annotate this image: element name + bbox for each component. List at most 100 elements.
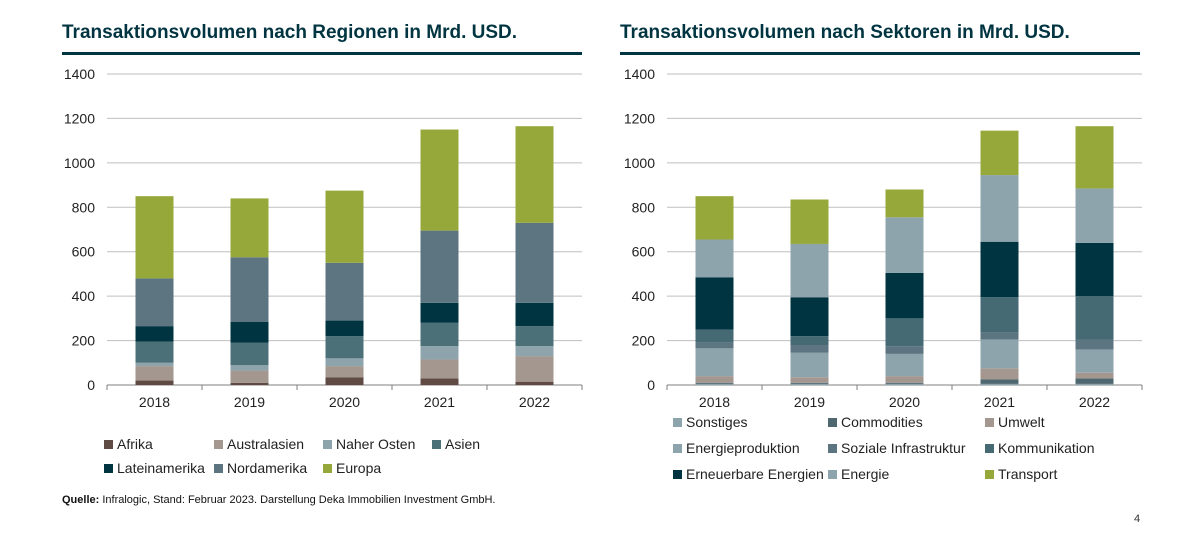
sektoren-bar-2021-transport <box>980 130 1019 176</box>
sektoren-legend-label-sonstiges: Sonstiges <box>686 414 748 430</box>
sektoren-legend-swatch-energieproduktion <box>673 443 682 453</box>
sektoren-ytick-400: 400 <box>632 288 656 304</box>
regionen-xtick-2021: 2021 <box>424 394 455 410</box>
regionen-legend-item-asien: Asien <box>432 436 480 452</box>
title-underline-right <box>620 52 1140 55</box>
sektoren-bar-2018-soziale-infrastruktur <box>695 342 734 349</box>
sektoren-bar-2022-commodities <box>1075 378 1114 384</box>
sektoren-bar-2019-sonstiges <box>790 383 829 385</box>
sektoren-legend-swatch-kommunikation <box>985 443 994 453</box>
sektoren-legend-swatch-transport <box>985 469 994 479</box>
regionen-legend-item-naher-osten: Naher Osten <box>323 436 415 452</box>
regionen-bar-2021-asien <box>420 322 459 347</box>
regionen-legend-item-australasien: Australasien <box>214 436 304 452</box>
sektoren-bar-2021-erneuerbare-energien <box>980 241 1019 298</box>
sektoren-ytick-800: 800 <box>632 199 656 215</box>
sektoren-bar-2022-erneuerbare-energien <box>1075 242 1114 297</box>
sektoren-bar-2020-kommunikation <box>885 318 924 347</box>
sektoren-legend-label-kommunikation: Kommunikation <box>998 440 1095 456</box>
sektoren-ytick-1000: 1000 <box>624 155 655 171</box>
sektoren-xtick-2020: 2020 <box>889 394 920 410</box>
sektoren-legend-item-soziale-infrastruktur: Soziale Infrastruktur <box>828 440 966 456</box>
regionen-ytick-1400: 1400 <box>64 66 95 82</box>
sektoren-legend-swatch-commodities <box>828 417 837 427</box>
sektoren-legend-item-umwelt: Umwelt <box>985 414 1045 430</box>
sektoren-bar-2020-sonstiges <box>885 383 924 385</box>
sektoren-bar-2022-energie <box>1075 188 1114 243</box>
regionen-legend-swatch-afrika <box>104 439 113 449</box>
regionen-legend-swatch-naher-osten <box>323 439 332 449</box>
sektoren-legend-label-erneuerbare-energien: Erneuerbare Energien <box>686 466 824 482</box>
regionen-bar-2018-afrika <box>135 380 174 385</box>
regionen-bar-2021-lateinamerika <box>420 302 459 323</box>
sektoren-ytick-200: 200 <box>632 333 656 349</box>
sektoren-bar-2021-energieproduktion <box>980 339 1019 369</box>
sektoren-bar-2018-kommunikation <box>695 329 734 343</box>
regionen-bar-2019-nordamerika <box>230 257 269 322</box>
sektoren-bar-2022-umwelt <box>1075 372 1114 379</box>
regionen-legend-item-nordamerika: Nordamerika <box>214 460 307 476</box>
regionen-bar-2022-australasien <box>515 356 554 382</box>
sektoren-bar-2021-kommunikation <box>980 297 1019 333</box>
regionen-ytick-1000: 1000 <box>64 155 95 171</box>
regionen-legend-swatch-nordamerika <box>214 463 223 473</box>
regionen-legend-label-naher-osten: Naher Osten <box>336 436 416 452</box>
sektoren-bar-2020-transport <box>885 189 924 218</box>
sektoren-bar-2021-soziale-infrastruktur <box>980 332 1019 340</box>
sektoren-bar-2020-energie <box>885 217 924 273</box>
regionen-bar-2019-afrika <box>230 382 269 385</box>
regionen-bar-2019-asien <box>230 342 269 366</box>
regionen-legend-label-nordamerika: Nordamerika <box>227 460 308 476</box>
sektoren-legend-swatch-energie <box>828 469 837 479</box>
regionen-legend-label-afrika: Afrika <box>117 436 153 452</box>
sektoren-bar-2019-erneuerbare-energien <box>790 297 829 337</box>
chart-title-regionen: Transaktionsvolumen nach Regionen in Mrd… <box>62 22 518 43</box>
regionen-legend-swatch-lateinamerika <box>104 463 113 473</box>
sektoren-legend-item-sonstiges: Sonstiges <box>673 414 747 430</box>
regionen-legend-label-australasien: Australasien <box>227 436 305 452</box>
sektoren-bar-2018-energie <box>695 239 734 278</box>
regionen-bar-2020-afrika <box>325 377 364 385</box>
regionen-legend-item-afrika: Afrika <box>104 436 153 452</box>
regionen-ytick-200: 200 <box>72 333 96 349</box>
sektoren-legend-item-erneuerbare-energien: Erneuerbare Energien <box>673 466 824 482</box>
sektoren-bar-2021-energie <box>980 175 1019 242</box>
sektoren-bar-2019-soziale-infrastruktur <box>790 345 829 353</box>
regionen-bar-2019-lateinamerika <box>230 321 269 343</box>
sektoren-bar-2022-transport <box>1075 126 1114 189</box>
regionen-bar-2020-asien <box>325 336 364 359</box>
regionen-legend-swatch-europa <box>323 463 332 473</box>
sektoren-bar-2019-commodities <box>790 382 829 384</box>
regionen-bar-2021-australasien <box>420 359 459 379</box>
regionen-xtick-2022: 2022 <box>519 394 550 410</box>
chart-sektoren: 0 200 400 600 800 1000 1200 1400 2018 2019 2020 202… <box>624 66 1143 410</box>
sektoren-legend-item-transport: Transport <box>985 466 1057 482</box>
sektoren-legend-label-commodities: Commodities <box>841 414 923 430</box>
sektoren-legend-swatch-umwelt <box>985 417 994 427</box>
regionen-legend-label-lateinamerika: Lateinamerika <box>117 460 205 476</box>
sektoren-bar-2022-soziale-infrastruktur <box>1075 339 1114 350</box>
regionen-bar-2019-australasien <box>230 370 269 383</box>
sektoren-legend-swatch-erneuerbare-energien <box>673 469 682 479</box>
title-underline-left <box>62 52 582 55</box>
sektoren-legend-label-energie: Energie <box>841 466 890 482</box>
source-text: Infralogic, Stand: Februar 2023. Darstel… <box>99 494 496 506</box>
regionen-bar-2021-europa <box>420 129 459 231</box>
regionen-xtick-2019: 2019 <box>234 394 265 410</box>
regionen-bar-2022-afrika <box>515 381 554 385</box>
sektoren-bar-2018-sonstiges <box>695 383 734 385</box>
regionen-bar-2019-europa <box>230 198 269 258</box>
sektoren-legend-swatch-soziale-infrastruktur <box>828 443 837 453</box>
regionen-bar-2018-lateinamerika <box>135 326 174 342</box>
regionen-bar-2018-asien <box>135 341 174 363</box>
sektoren-bar-2018-erneuerbare-energien <box>695 277 734 330</box>
chart-regionen: 0 200 400 600 800 1000 1200 1400 2018 2019 2020 202… <box>64 66 583 410</box>
regionen-xtick-2018: 2018 <box>139 394 170 410</box>
sektoren-legend-item-energieproduktion: Energieproduktion <box>673 440 800 456</box>
sektoren-legend-label-soziale-infrastruktur: Soziale Infrastruktur <box>841 440 966 456</box>
regionen-ytick-400: 400 <box>72 288 96 304</box>
regionen-legend-swatch-australasien <box>214 439 223 449</box>
sektoren-bar-2020-commodities <box>885 382 924 384</box>
regionen-bar-2022-europa <box>515 126 554 223</box>
sektoren-ytick-1400: 1400 <box>624 66 655 82</box>
